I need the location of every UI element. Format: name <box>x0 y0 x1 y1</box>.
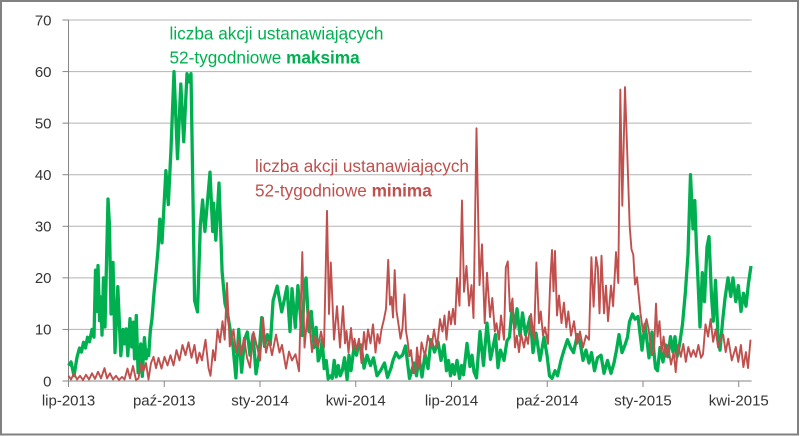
svg-text:30: 30 <box>35 219 52 236</box>
svg-text:paź-2013: paź-2013 <box>133 393 196 410</box>
svg-text:70: 70 <box>35 12 52 29</box>
svg-text:kwi-2014: kwi-2014 <box>326 393 386 410</box>
svg-text:liczba akcji ustanawiających: liczba akcji ustanawiających <box>255 156 469 176</box>
svg-text:lip-2014: lip-2014 <box>425 393 478 410</box>
svg-text:sty-2014: sty-2014 <box>231 393 289 410</box>
svg-text:10: 10 <box>35 322 52 339</box>
svg-text:0: 0 <box>43 373 51 390</box>
svg-text:sty-2015: sty-2015 <box>614 393 672 410</box>
svg-text:lip-2013: lip-2013 <box>42 393 95 410</box>
svg-text:20: 20 <box>35 270 52 287</box>
svg-text:paź-2014: paź-2014 <box>516 393 579 410</box>
svg-text:40: 40 <box>35 167 52 184</box>
svg-text:52-tygodniowe minima: 52-tygodniowe minima <box>255 181 432 201</box>
svg-text:60: 60 <box>35 64 52 81</box>
svg-text:50: 50 <box>35 115 52 132</box>
svg-text:liczba akcji ustanawiających: liczba akcji ustanawiających <box>170 24 384 44</box>
svg-text:52-tygodniowe maksima: 52-tygodniowe maksima <box>170 48 361 68</box>
svg-text:kwi-2015: kwi-2015 <box>709 393 769 410</box>
